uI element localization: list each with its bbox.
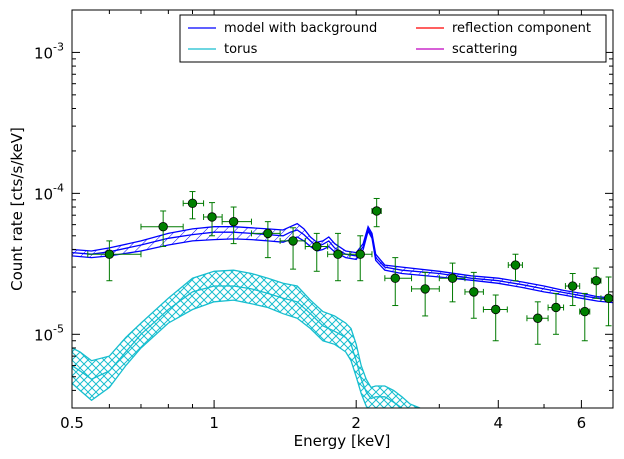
data-marker <box>551 302 561 313</box>
y-tick-label: 10-4 <box>34 181 64 203</box>
data-point <box>482 294 508 342</box>
axis-ticks: 0.5 1 2 4 6 10-5 10-4 10-3 <box>34 9 614 432</box>
torus-upper-line <box>72 269 422 408</box>
model-mid-line <box>72 227 613 301</box>
data-marker <box>312 241 322 252</box>
model-upper-line <box>72 222 613 299</box>
plot-frame <box>71 9 614 409</box>
torus-band-fill <box>72 270 420 408</box>
data-point <box>547 292 565 335</box>
legend-frame <box>179 14 607 63</box>
legend-label-reflection: reflection component <box>452 21 591 36</box>
data-marker <box>187 198 198 209</box>
model-lower-line <box>72 229 613 304</box>
x-tick-label: 4 <box>494 414 504 432</box>
legend-label-torus: torus <box>224 42 258 57</box>
data-point <box>349 235 373 282</box>
data-marker <box>355 249 365 259</box>
data-point <box>140 210 184 247</box>
data-marker <box>207 212 217 222</box>
data-marker <box>263 228 273 239</box>
data-point <box>327 232 351 282</box>
data-point <box>250 221 281 259</box>
data-marker <box>371 206 382 216</box>
torus-mid-line <box>72 285 403 408</box>
legend-label-scattering: scattering <box>452 42 518 57</box>
data-point <box>182 191 205 220</box>
data-point <box>579 292 591 342</box>
data-point <box>464 271 484 319</box>
data-marker <box>591 276 601 286</box>
data-point <box>526 301 549 345</box>
data-point <box>221 206 252 245</box>
data-marker <box>533 313 543 323</box>
data-point <box>600 276 613 327</box>
data-point <box>590 267 602 299</box>
x-tick-label: 6 <box>577 414 587 432</box>
data-marker <box>469 287 479 297</box>
data-marker <box>288 236 298 246</box>
model-band-fill <box>72 223 613 303</box>
data-marker <box>333 249 343 259</box>
x-tick-label: 0.5 <box>60 414 84 432</box>
x-tick-label: 2 <box>351 414 361 432</box>
data-points <box>87 191 613 345</box>
x-tick-label: 1 <box>209 414 219 432</box>
data-point <box>371 197 382 228</box>
data-marker <box>580 306 590 317</box>
data-marker <box>420 284 430 294</box>
data-marker <box>491 304 501 315</box>
data-marker <box>104 249 115 259</box>
legend-label-model: model with background <box>224 21 377 36</box>
x-axis-label: Energy [keV] <box>294 432 391 450</box>
data-point <box>279 227 306 270</box>
data-point <box>203 202 223 237</box>
data-point <box>507 253 523 282</box>
legend: model with background reflection compone… <box>179 14 607 63</box>
y-axis-label: Count rate [cts/s/keV] <box>8 127 26 291</box>
data-marker <box>447 273 458 283</box>
data-marker <box>158 222 168 232</box>
torus-lower-line <box>72 299 369 408</box>
data-point <box>304 232 329 272</box>
y-tick-label: 10-3 <box>34 40 64 62</box>
data-marker <box>510 260 521 270</box>
model-bands <box>72 222 613 408</box>
data-point <box>384 257 413 307</box>
data-marker <box>603 293 613 304</box>
data-point <box>87 240 142 282</box>
data-marker <box>228 216 239 227</box>
data-marker <box>390 273 400 283</box>
data-point <box>564 273 581 307</box>
data-point <box>438 262 466 303</box>
y-tick-label: 10-5 <box>34 322 64 344</box>
data-point <box>411 271 440 317</box>
data-marker <box>567 281 578 291</box>
